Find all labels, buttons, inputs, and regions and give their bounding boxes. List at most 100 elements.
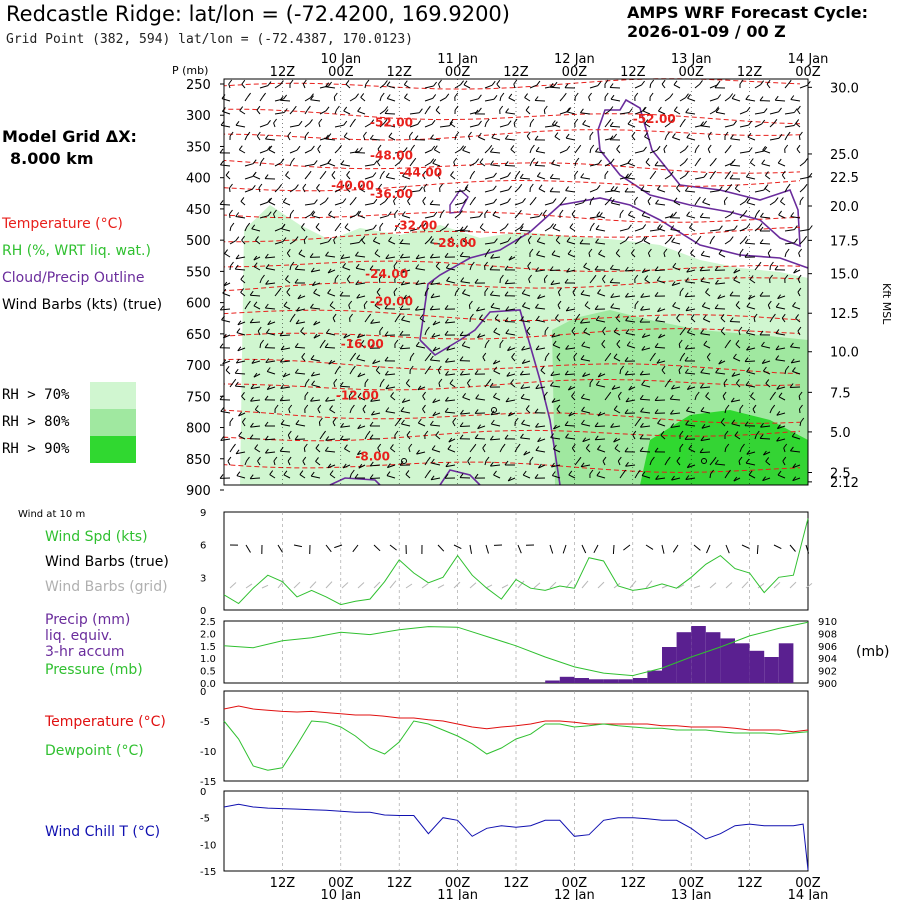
wind-barb-flag <box>569 223 574 228</box>
wind-barb <box>566 269 576 273</box>
wind-barb <box>687 464 696 469</box>
precip-bar <box>545 680 560 683</box>
wind-barb-flag <box>604 79 609 85</box>
wind-barb <box>543 213 546 219</box>
wind-barb-flag <box>565 186 569 191</box>
wind-barb <box>448 240 456 245</box>
wind-barb <box>349 369 353 375</box>
kft-tick-label: 25.0 <box>830 148 859 163</box>
wind-barb <box>574 317 578 323</box>
wind-barb-flag <box>429 420 434 426</box>
wind-barb <box>432 412 441 417</box>
wind-barb <box>357 214 366 219</box>
wind-barb-flag <box>294 278 299 284</box>
wind-barb-flag <box>555 236 560 241</box>
legend-wind-barbs: Wind Barbs (kts) (true) <box>2 297 163 313</box>
wind-barb-flag <box>781 313 786 319</box>
wind-barb <box>484 98 495 102</box>
wind-barb <box>312 282 321 287</box>
wind-barb-flag <box>627 158 632 164</box>
wind-barb <box>776 412 786 416</box>
wind-barb-flag <box>776 384 781 390</box>
wind-barb <box>724 97 730 102</box>
wind-barb-flag <box>782 456 787 462</box>
wind-barb-flag <box>719 225 723 230</box>
wind-barb-flag <box>776 436 780 442</box>
wind-barb <box>289 240 296 245</box>
wind-barb <box>364 317 369 323</box>
wind-barb <box>529 84 538 89</box>
wind-barb-flag <box>251 224 256 230</box>
wind-barb-flag <box>744 238 749 244</box>
wind-barb <box>236 475 246 479</box>
pressure-tick-label: 450 <box>186 203 211 218</box>
wind-barb <box>746 176 756 180</box>
wind-barb-flag <box>253 372 258 378</box>
wind-barb-flag <box>644 132 648 137</box>
wind-barb-flag <box>678 365 683 371</box>
wind-barb-flag <box>522 198 526 203</box>
wind-barb <box>348 304 351 310</box>
wind-barb-flag <box>549 187 554 192</box>
wind-barb-flag <box>444 357 449 363</box>
wind-barb-flag <box>377 443 382 449</box>
wind-barb <box>281 228 291 232</box>
wind-barb <box>289 188 296 193</box>
wind-barb-flag <box>733 353 737 359</box>
wind-barb <box>289 161 292 167</box>
wind-barb <box>400 256 411 259</box>
isotherm-line <box>223 211 801 223</box>
wind-barb-flag <box>403 93 408 98</box>
wind-barb-flag <box>780 197 784 202</box>
wind-barb-flag <box>460 80 465 85</box>
wind-barb <box>687 386 696 390</box>
wind-barb-flag <box>387 211 392 216</box>
wind-barb <box>559 111 569 115</box>
wind-barb <box>724 343 729 349</box>
wind-barb-flag <box>786 131 791 137</box>
wind-barb-flag <box>329 405 334 410</box>
wind-barb <box>634 110 643 115</box>
wind-barb <box>431 462 441 466</box>
wind-barb-flag <box>531 144 535 150</box>
wind-barb <box>724 174 729 180</box>
wind-barb-flag <box>537 437 541 443</box>
wind-barb <box>580 321 591 324</box>
wind-barb <box>658 334 666 339</box>
wind-barb <box>664 175 671 180</box>
wind-barb-flag <box>462 198 467 204</box>
wind-barb-flag <box>597 372 602 378</box>
wind-barb-flag <box>625 397 630 403</box>
wind-barb-flag <box>459 356 464 361</box>
wind-barb-flag <box>644 275 649 280</box>
wind-barb-flag <box>661 79 666 85</box>
wind-barb <box>400 410 411 414</box>
wind-barb-flag <box>641 268 646 273</box>
wind-barb-flag <box>763 450 767 456</box>
wind-barb <box>663 148 666 154</box>
wind-barb <box>422 226 426 232</box>
wind-barb <box>752 408 756 414</box>
kft-axis-title: Kft MSL <box>880 283 893 325</box>
wind-barb <box>297 295 306 300</box>
wind-barb-flag <box>565 306 570 312</box>
wind-barb <box>686 410 696 414</box>
wind-barb <box>540 370 546 375</box>
wind-barb-flag <box>403 80 408 85</box>
wind-barb-flag <box>733 275 738 281</box>
wind-barb-flag <box>610 198 615 204</box>
wind-barb-flag <box>285 171 289 176</box>
wind-barb-flag <box>426 105 431 111</box>
wind-barb-flag <box>648 248 652 254</box>
wind-barb-flag <box>627 119 632 125</box>
wind-barb-flag <box>431 445 436 450</box>
wind-barb <box>700 451 711 454</box>
wind-barb-flag <box>553 444 557 450</box>
wind-barb-flag <box>360 339 365 345</box>
wind-barb-flag <box>551 250 556 255</box>
wind-barb <box>449 383 456 388</box>
wind-barb <box>266 332 276 336</box>
wind-barb-flag <box>490 419 495 425</box>
forecast-cycle-value: 2026-01-09 / 00 Z <box>627 22 786 41</box>
